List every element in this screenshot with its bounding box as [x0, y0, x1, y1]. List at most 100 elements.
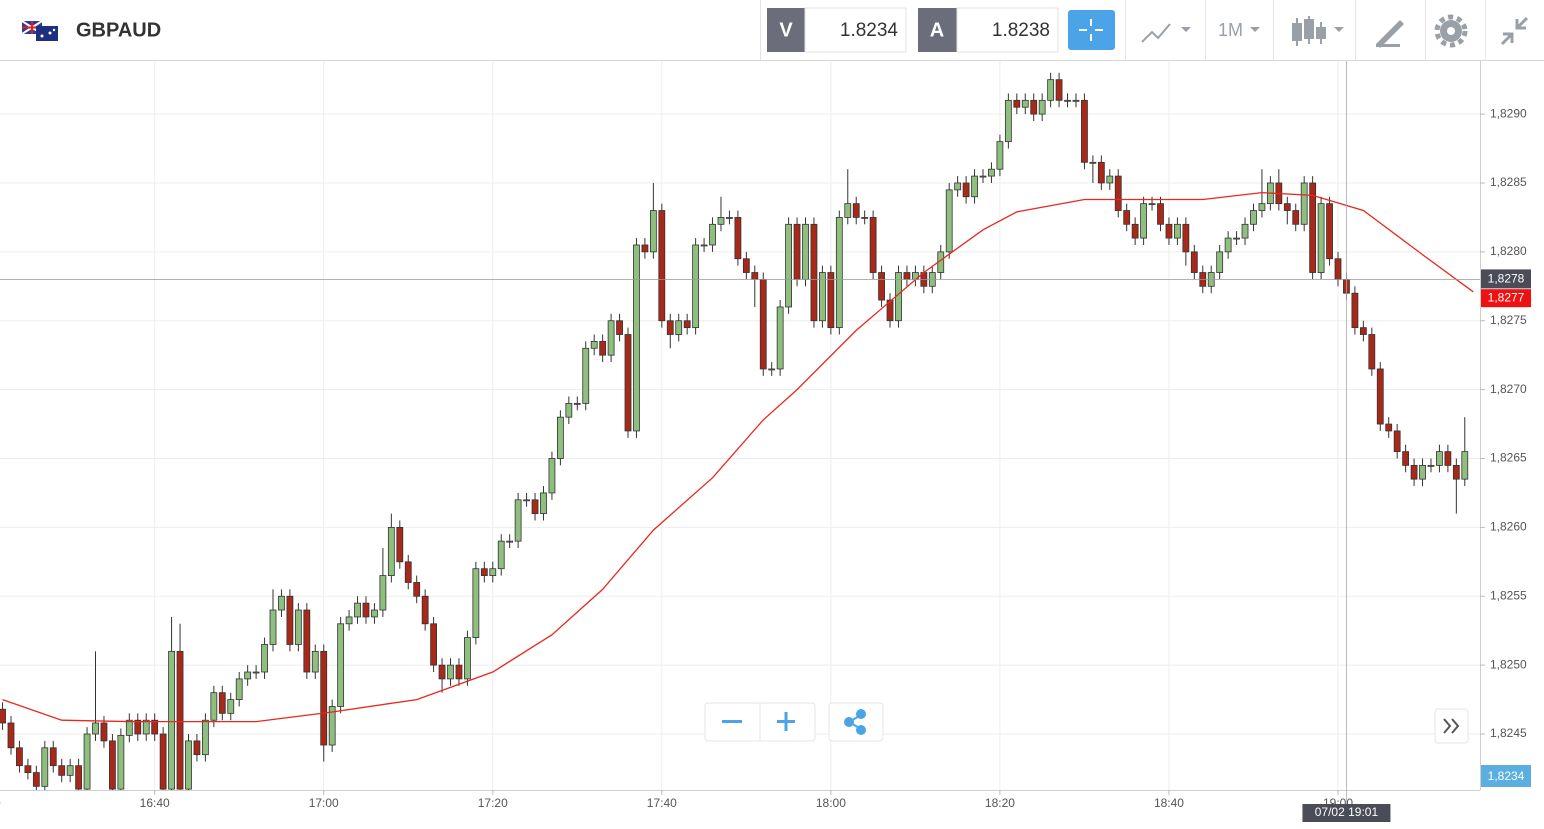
candle-body — [599, 341, 607, 356]
y-tick-label: 1,8265 — [1490, 451, 1527, 465]
candle-body — [497, 540, 505, 570]
candle-body — [582, 347, 590, 404]
drawing-tool-button[interactable] — [1376, 20, 1404, 48]
candle-body — [1021, 99, 1029, 108]
candle-body — [328, 706, 336, 746]
candle-body — [531, 499, 539, 514]
candle-body — [210, 692, 218, 721]
candle-body — [125, 719, 133, 736]
candle-body — [675, 320, 683, 335]
candle-body — [1317, 203, 1325, 273]
candle-body — [819, 272, 826, 322]
candle-body — [1283, 203, 1291, 211]
candle-body — [464, 637, 471, 680]
candle-body — [709, 223, 716, 246]
candle-body — [1190, 251, 1198, 273]
scroll-end-button[interactable] — [1434, 708, 1469, 744]
crosshair-button[interactable] — [1068, 10, 1115, 50]
candle-body — [1376, 368, 1384, 425]
candle-body — [624, 334, 632, 432]
candle-body — [168, 650, 175, 790]
candle-body — [1165, 223, 1173, 239]
toolbar: GBPAUD V 1.8234 A 1.8238 1M — [0, 0, 1544, 61]
candle-body — [447, 664, 454, 680]
buy-button[interactable] — [918, 8, 957, 52]
candle-body — [726, 217, 733, 219]
candle-body — [878, 272, 885, 301]
candle-style-button[interactable] — [1292, 16, 1344, 46]
y-tick-label: 1,8255 — [1490, 588, 1527, 602]
zoom-out-button[interactable] — [722, 720, 742, 723]
crosshair-price-label: 1,8278 — [1488, 272, 1525, 286]
y-tick-label: 1,8270 — [1490, 382, 1527, 396]
candle-body — [666, 320, 674, 335]
candle-body — [193, 740, 201, 756]
candle-body — [16, 747, 23, 767]
y-tick-label: 1,8280 — [1490, 244, 1527, 258]
zoom-in-button[interactable] — [777, 712, 795, 731]
candle-body — [1072, 99, 1080, 102]
scroll-end-icon — [1443, 718, 1460, 734]
x-tick-label: 17:40 — [647, 796, 677, 810]
candle-body — [776, 306, 784, 370]
candle-body — [117, 734, 125, 790]
candle-body — [1148, 203, 1156, 206]
candle-body — [320, 650, 328, 746]
candle-body — [1157, 203, 1164, 225]
buy-label: A — [930, 19, 944, 41]
candle-body — [1013, 99, 1021, 108]
axes: 1,8245 1,8250 1,8255 1,8260 1,8265 1,8270 1,82… — [0, 61, 1527, 810]
candle-body — [337, 623, 345, 707]
overlay: 1,8234 1,8277 1,8278 07/02 19:01 — [0, 61, 1531, 822]
y-tick-label: 1,8275 — [1490, 313, 1527, 327]
candle-body — [1410, 464, 1418, 480]
chart-type-button[interactable] — [1141, 23, 1191, 43]
candle-body — [768, 368, 776, 371]
x-tick-label: 18:20 — [985, 796, 1015, 810]
candle-body — [759, 279, 767, 370]
candle-body — [903, 272, 911, 280]
candle-body — [261, 644, 268, 673]
last-price-marker — [1481, 289, 1531, 308]
candle-body — [607, 320, 615, 356]
candle-body — [227, 699, 235, 714]
candle-body — [1436, 451, 1443, 466]
x-tick-label: 18:00 — [816, 796, 846, 810]
x-tick-label: 17:00 — [309, 796, 339, 810]
candle-body — [506, 540, 514, 543]
candle-body — [633, 244, 640, 432]
candle-body — [1131, 223, 1139, 239]
candle-body — [734, 217, 742, 260]
collapse-button[interactable] — [1500, 16, 1529, 46]
candle-body — [1427, 464, 1435, 467]
crosshair-time-label: 07/02 19:01 — [1315, 805, 1379, 819]
candle-body — [7, 722, 15, 749]
sell-button[interactable] — [767, 8, 805, 52]
candle-body — [835, 217, 843, 329]
candle-body — [1064, 99, 1071, 102]
candle-body — [92, 722, 99, 735]
share-box — [828, 702, 884, 742]
candle-body — [49, 747, 57, 767]
candle-body — [742, 258, 750, 273]
candle-body — [379, 575, 387, 611]
plot-area — [0, 72, 1474, 790]
timeframe-button[interactable]: 1M — [1218, 20, 1243, 40]
y-tick-label: 1,8245 — [1490, 726, 1527, 740]
settings-button[interactable] — [1434, 14, 1468, 48]
share-button[interactable] — [844, 709, 866, 735]
y-tick-label: 1,8250 — [1490, 657, 1527, 671]
bid-marker — [1481, 765, 1531, 787]
crosshair-icon — [1079, 19, 1103, 41]
candle-body — [802, 223, 809, 280]
y-tick-label: 1,8285 — [1490, 175, 1527, 189]
candle-body — [573, 402, 581, 405]
candle-body — [827, 272, 835, 329]
candle-body — [945, 189, 953, 253]
candle-body — [1233, 237, 1240, 240]
candle-body — [404, 561, 412, 583]
candle-body — [24, 765, 32, 773]
candle-body — [1452, 464, 1460, 480]
candle-body — [692, 244, 700, 329]
candle-body — [1047, 79, 1055, 101]
